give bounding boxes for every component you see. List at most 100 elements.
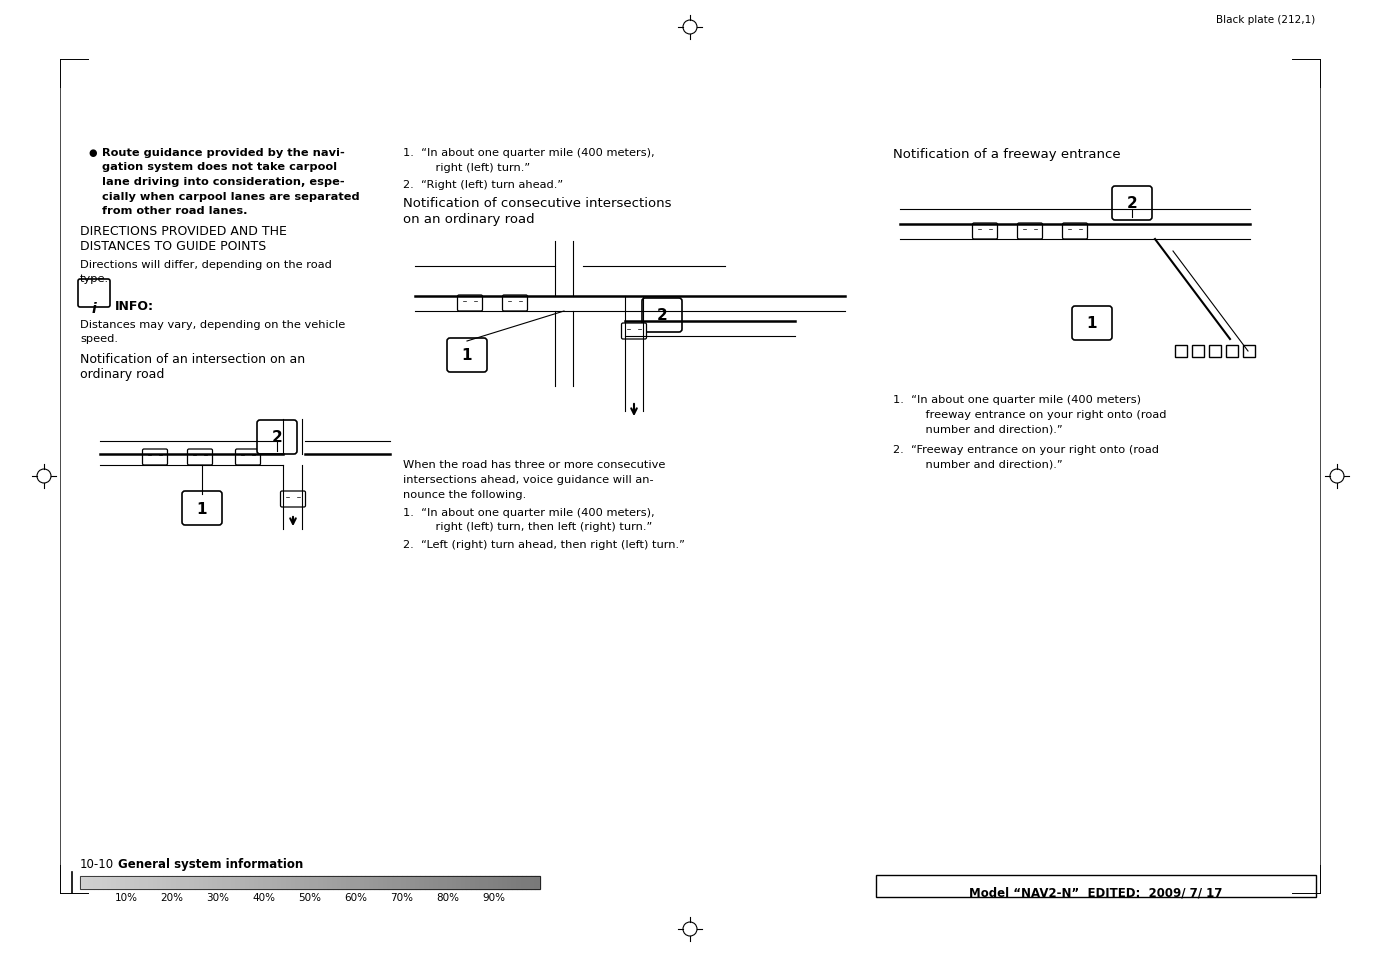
Bar xyxy=(876,875,1316,897)
FancyBboxPatch shape xyxy=(188,450,213,465)
Bar xyxy=(333,876,337,889)
Text: from other road lanes.: from other road lanes. xyxy=(102,206,247,215)
Text: 70%: 70% xyxy=(391,892,413,902)
Bar xyxy=(315,876,319,889)
Text: 40%: 40% xyxy=(253,892,275,902)
Text: 2: 2 xyxy=(272,430,282,445)
Text: 1.  “In about one quarter mile (400 meters),: 1. “In about one quarter mile (400 meter… xyxy=(403,507,655,517)
Bar xyxy=(1208,346,1221,357)
Bar xyxy=(126,876,131,889)
Bar xyxy=(153,876,159,889)
Bar xyxy=(402,876,406,889)
Bar xyxy=(204,876,209,889)
Text: on an ordinary road: on an ordinary road xyxy=(403,213,534,226)
Bar xyxy=(246,876,250,889)
Text: right (left) turn, then left (right) turn.”: right (left) turn, then left (right) tur… xyxy=(421,521,652,532)
Bar xyxy=(434,876,439,889)
Text: DIRECTIONS PROVIDED AND THE: DIRECTIONS PROVIDED AND THE xyxy=(80,225,287,237)
Bar xyxy=(1226,346,1237,357)
Bar xyxy=(503,876,508,889)
Bar xyxy=(181,876,186,889)
Bar xyxy=(305,876,309,889)
Bar xyxy=(108,876,112,889)
Bar xyxy=(365,876,370,889)
Bar xyxy=(370,876,374,889)
Bar xyxy=(287,876,291,889)
Bar xyxy=(329,876,333,889)
FancyBboxPatch shape xyxy=(257,420,297,455)
FancyBboxPatch shape xyxy=(972,224,997,240)
Text: i: i xyxy=(91,302,97,315)
Bar xyxy=(122,876,126,889)
Bar xyxy=(516,876,522,889)
Bar xyxy=(195,876,200,889)
Bar xyxy=(255,876,260,889)
Bar xyxy=(163,876,167,889)
FancyBboxPatch shape xyxy=(1112,187,1152,221)
Text: type.: type. xyxy=(80,274,109,284)
Text: DISTANCES TO GUIDE POINTS: DISTANCES TO GUIDE POINTS xyxy=(80,240,267,253)
Bar xyxy=(149,876,153,889)
Bar xyxy=(467,876,471,889)
Bar xyxy=(84,876,90,889)
Bar xyxy=(98,876,104,889)
Text: Black plate (212,1): Black plate (212,1) xyxy=(1215,15,1315,25)
Bar xyxy=(392,876,398,889)
FancyBboxPatch shape xyxy=(142,450,167,465)
Text: right (left) turn.”: right (left) turn.” xyxy=(421,163,530,172)
Bar xyxy=(485,876,489,889)
Text: Model “NAV2-N”  EDITED:  2009/ 7/ 17: Model “NAV2-N” EDITED: 2009/ 7/ 17 xyxy=(969,886,1222,899)
Bar xyxy=(347,876,351,889)
Bar xyxy=(337,876,342,889)
FancyBboxPatch shape xyxy=(503,295,528,312)
Bar xyxy=(453,876,457,889)
FancyBboxPatch shape xyxy=(447,338,487,373)
Bar xyxy=(457,876,461,889)
Text: Route guidance provided by the navi-: Route guidance provided by the navi- xyxy=(102,148,345,158)
Bar xyxy=(420,876,425,889)
Text: 80%: 80% xyxy=(436,892,460,902)
Text: 90%: 90% xyxy=(482,892,505,902)
Bar xyxy=(268,876,273,889)
Bar xyxy=(356,876,360,889)
Text: 1.  “In about one quarter mile (400 meters),: 1. “In about one quarter mile (400 meter… xyxy=(403,148,655,158)
Bar xyxy=(481,876,485,889)
Bar xyxy=(186,876,191,889)
Bar xyxy=(398,876,402,889)
Bar xyxy=(167,876,173,889)
Bar xyxy=(489,876,494,889)
Bar xyxy=(522,876,526,889)
Bar xyxy=(250,876,255,889)
FancyBboxPatch shape xyxy=(642,298,682,333)
Text: Notification of a freeway entrance: Notification of a freeway entrance xyxy=(894,148,1120,161)
Text: 1: 1 xyxy=(1087,316,1098,331)
Bar xyxy=(512,876,516,889)
Bar xyxy=(218,876,222,889)
Bar xyxy=(112,876,117,889)
Bar xyxy=(1175,346,1188,357)
Bar xyxy=(342,876,347,889)
Bar xyxy=(412,876,416,889)
Bar xyxy=(222,876,228,889)
Bar xyxy=(131,876,135,889)
Text: 1: 1 xyxy=(461,348,472,363)
Text: number and direction).”: number and direction).” xyxy=(911,424,1062,435)
Text: 2.  “Freeway entrance on your right onto (road: 2. “Freeway entrance on your right onto … xyxy=(894,444,1159,455)
Bar xyxy=(282,876,287,889)
Text: Directions will differ, depending on the road: Directions will differ, depending on the… xyxy=(80,260,331,270)
Bar xyxy=(536,876,540,889)
FancyBboxPatch shape xyxy=(182,492,222,525)
Bar xyxy=(374,876,378,889)
Text: 2: 2 xyxy=(1127,196,1138,212)
Bar xyxy=(228,876,232,889)
Text: number and direction).”: number and direction).” xyxy=(911,459,1062,470)
Text: speed.: speed. xyxy=(80,334,117,344)
Bar xyxy=(159,876,163,889)
FancyBboxPatch shape xyxy=(77,280,110,308)
Text: ●: ● xyxy=(88,148,97,158)
Text: 60%: 60% xyxy=(344,892,367,902)
Bar xyxy=(117,876,122,889)
Bar xyxy=(80,876,540,889)
Bar xyxy=(296,876,301,889)
Bar xyxy=(447,876,453,889)
